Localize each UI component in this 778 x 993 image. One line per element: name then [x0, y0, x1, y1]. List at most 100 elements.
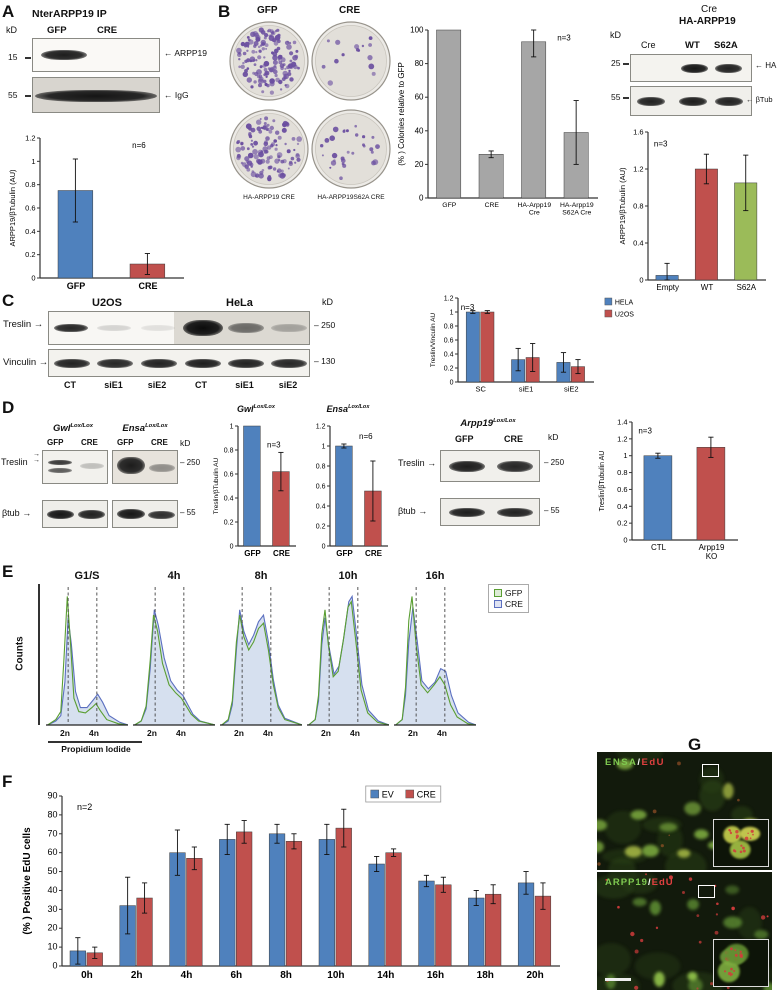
colony [278, 173, 283, 178]
marker-55: 55 [611, 92, 621, 102]
lane-cre: CRE [504, 434, 524, 444]
colony [282, 63, 286, 67]
category-label: 14h [377, 970, 394, 981]
blot-band [141, 325, 175, 331]
cre-legend-label: CRE [505, 599, 523, 609]
colony [371, 71, 376, 76]
chart-d2-title: EnsaLox/Lox [304, 404, 392, 414]
colony [329, 166, 332, 169]
gene-sup: Lox/Lox [348, 404, 370, 410]
gfp-curve [221, 614, 303, 726]
bar [318, 839, 335, 967]
arpp19-ko-treslin-chart: 0 0.2 0.4 0.6 0.8 1 1.2 1.4 CTL Arpp19 KO Treslin/β… [596, 412, 748, 562]
colony [256, 126, 262, 131]
colony [274, 36, 280, 42]
gwl-treslin-chart: 0 0.2 0.4 0.6 0.8 1 GFP CRE Treslin/βTubulin AU n… [212, 418, 300, 560]
colony [286, 149, 291, 154]
colony [289, 160, 293, 165]
cell-line-hela: HeLa [226, 297, 253, 309]
colony [276, 28, 280, 32]
y-tick-label: 40 [47, 885, 57, 895]
colony [261, 47, 265, 51]
tick-2n-label: 2n [321, 728, 331, 738]
marker-25: 25 [611, 58, 621, 68]
blot-band [80, 463, 104, 469]
n-label: n=3 [461, 303, 475, 312]
panel-d-kd-label: kD [180, 438, 191, 448]
bar [219, 839, 236, 967]
y-tick-label: 0.6 [316, 484, 326, 491]
category-label: 16h [427, 970, 444, 981]
category-label: Empty [656, 283, 679, 292]
lane-ct-1: CT [64, 380, 76, 390]
colony [265, 159, 270, 164]
colony [261, 90, 265, 94]
arrow-icon: → [33, 457, 40, 464]
bar-chart-svg: 0 0.2 0.4 0.6 0.8 1 1.2 SC siE1 siE2 Treslin/Vincu… [430, 296, 634, 394]
colony [296, 142, 300, 146]
bar [385, 852, 402, 967]
bar [521, 41, 547, 199]
bar [186, 858, 203, 967]
colony [321, 154, 324, 157]
cre-fill [47, 617, 128, 725]
panel-a-lane-gfp: GFP [47, 25, 67, 36]
category-label: CRE [485, 202, 500, 209]
flow-histogram-4h: 4h 2n 4n [133, 570, 216, 740]
colony [251, 145, 255, 148]
colony [235, 146, 241, 153]
blot-band [54, 359, 90, 368]
category-label: 8h [280, 970, 292, 981]
colony [368, 63, 375, 70]
vinculin-blot [48, 349, 310, 377]
colony [274, 158, 280, 164]
colony [268, 35, 275, 41]
y-tick-label: 0.4 [316, 504, 326, 511]
category-label: GFP [336, 549, 353, 558]
vinculin-row-label: Vinculin → [3, 357, 49, 368]
colony-dishes-svg [229, 21, 391, 189]
gwl-header: GwlLox/Lox [36, 423, 110, 434]
colony [242, 162, 247, 167]
colony [339, 176, 343, 180]
colony [272, 60, 278, 65]
y-tick-label: 80 [415, 59, 424, 68]
flow-histogram-8h: 8h 2n 4n [220, 570, 303, 740]
panel-b-kd-label: kD [610, 30, 621, 40]
colony [264, 43, 269, 47]
igg-band-arrow-label: ← IgG [164, 90, 189, 100]
colony [268, 129, 273, 134]
colony [264, 82, 268, 87]
flow-plot [307, 585, 390, 727]
n-label: n=3 [557, 33, 571, 42]
panel-d-label: D [2, 398, 15, 417]
colony [295, 153, 301, 159]
y-tick-label: 0.4 [25, 227, 35, 236]
gene-name: Arpp19 [460, 418, 494, 430]
blot-band [48, 460, 72, 465]
category-label: WT [701, 283, 714, 292]
category-label: Cre [529, 210, 540, 217]
marker-tick [25, 57, 31, 59]
colony [263, 122, 267, 125]
y-tick-label: 60 [415, 93, 424, 102]
colony [263, 56, 266, 59]
flow-svg [220, 587, 303, 726]
bar-chart-svg: 0 0.2 0.4 0.6 0.8 1 GFP CRE Treslin/βTubulin AU n… [213, 424, 296, 558]
blot-band [271, 359, 307, 368]
colony [250, 31, 256, 37]
cre-fill [221, 609, 302, 725]
tick-2n-label: 2n [408, 728, 418, 738]
colony [282, 159, 287, 164]
colony [275, 144, 278, 147]
y-tick-label: 100 [410, 26, 424, 35]
category-label: HA-Arpp19 [560, 202, 594, 209]
colony [260, 39, 266, 46]
zoom-inset [713, 939, 769, 987]
y-tick-label: 0 [322, 544, 326, 551]
protein-label: ARPP19 [605, 877, 648, 888]
colony [265, 47, 268, 50]
category-label: KO [706, 552, 718, 561]
marker-55: – 55 [544, 506, 560, 515]
